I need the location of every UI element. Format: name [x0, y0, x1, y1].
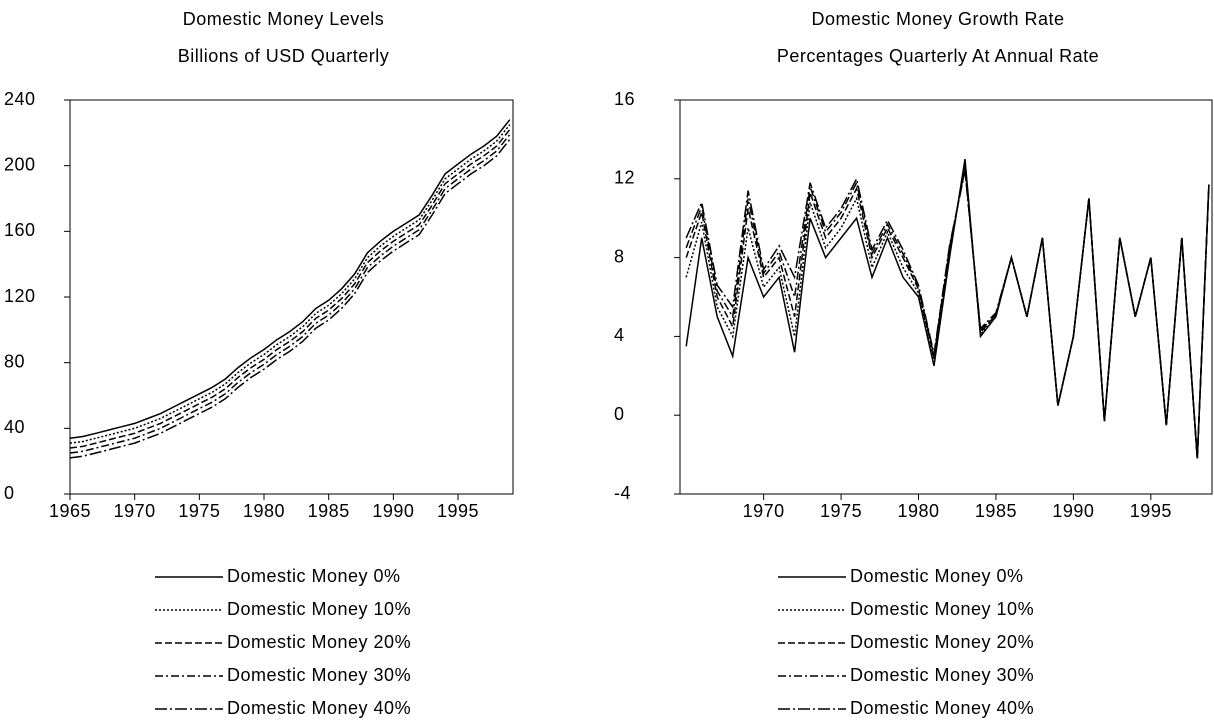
legend-label: Domestic Money 20% — [850, 632, 1034, 652]
x-tick-label: 1980 — [897, 501, 939, 521]
legend-label: Domestic Money 30% — [850, 665, 1034, 685]
chart-subtitle: Billions of USD Quarterly — [178, 46, 390, 66]
y-tick-label: 0 — [4, 483, 15, 503]
series-line — [69, 134, 511, 454]
y-tick-label: 120 — [4, 286, 36, 306]
x-tick-label: 1965 — [49, 501, 91, 521]
x-tick-label: 1975 — [178, 501, 220, 521]
series-line — [685, 162, 1210, 459]
x-tick-label: 1985 — [308, 501, 350, 521]
legend-label: Domestic Money 20% — [227, 632, 411, 652]
y-tick-label: 0 — [614, 404, 625, 424]
series-line — [69, 119, 511, 439]
x-tick-label: 1975 — [820, 501, 862, 521]
x-tick-label: 1985 — [975, 501, 1017, 521]
y-tick-label: 16 — [614, 89, 635, 109]
y-tick-label: 12 — [614, 168, 635, 188]
plot-frame — [69, 99, 514, 495]
y-tick-label: 8 — [614, 246, 625, 266]
chart-subtitle: Percentages Quarterly At Annual Rate — [777, 46, 1099, 66]
legend-label: Domestic Money 10% — [850, 599, 1034, 619]
legend-label: Domestic Money 30% — [227, 665, 411, 685]
legend-label: Domestic Money 40% — [850, 698, 1034, 718]
series-line — [69, 138, 511, 459]
legend-label: Domestic Money 40% — [227, 698, 411, 718]
series-line — [685, 168, 1210, 459]
legend-label: Domestic Money 0% — [850, 566, 1024, 586]
chart-title: Domestic Money Growth Rate — [811, 9, 1064, 29]
x-tick-label: 1980 — [243, 501, 285, 521]
y-tick-label: 200 — [4, 154, 36, 174]
y-tick-label: 4 — [614, 325, 625, 345]
y-tick-label: -4 — [614, 483, 631, 503]
series-line — [685, 158, 1210, 459]
x-tick-label: 1970 — [114, 501, 156, 521]
x-tick-label: 1995 — [1130, 501, 1172, 521]
x-tick-label: 1990 — [372, 501, 414, 521]
legend-label: Domestic Money 10% — [227, 599, 411, 619]
y-tick-label: 40 — [4, 417, 25, 437]
x-tick-label: 1990 — [1052, 501, 1094, 521]
legend-label: Domestic Money 0% — [227, 566, 401, 586]
plot-frame — [679, 99, 1213, 495]
series-line — [69, 124, 511, 444]
y-tick-label: 80 — [4, 351, 25, 371]
series-line — [685, 170, 1210, 459]
x-tick-label: 1970 — [743, 501, 785, 521]
y-tick-label: 160 — [4, 220, 36, 240]
y-tick-label: 240 — [4, 89, 36, 109]
series-line — [69, 129, 511, 449]
series-line — [685, 166, 1210, 459]
chart-title: Domestic Money Levels — [183, 9, 385, 29]
x-tick-label: 1995 — [437, 501, 479, 521]
